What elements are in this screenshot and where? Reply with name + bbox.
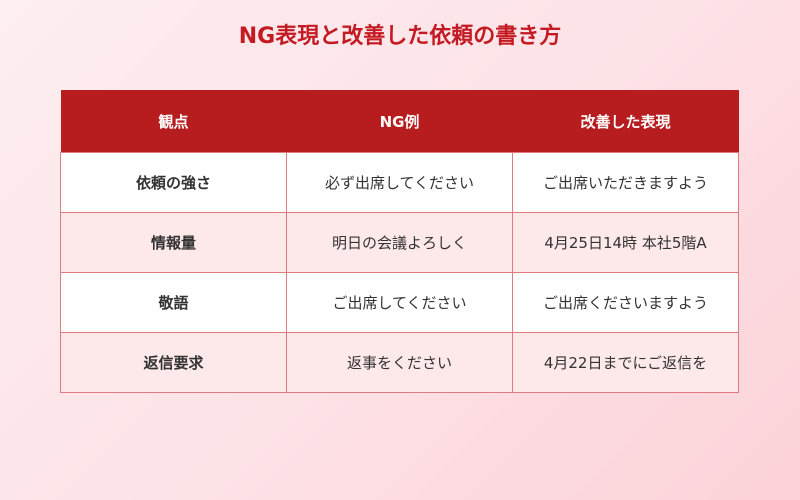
- cell-improved: 4月25日14時 本社5階A: [512, 212, 739, 273]
- header-improved: 改善した表現: [512, 90, 739, 153]
- cell-ng: 返事をください: [286, 332, 513, 393]
- cell-aspect: 敬語: [60, 272, 287, 333]
- header-ng-example: NG例: [286, 90, 513, 153]
- table-row: 返信要求 返事をください 4月22日までにご返信を: [60, 332, 739, 393]
- cell-aspect: 返信要求: [60, 332, 287, 393]
- comparison-table: 観点 NG例 改善した表現 依頼の強さ 必ず出席してください ご出席いただきます…: [60, 90, 739, 393]
- cell-ng: 必ず出席してください: [286, 152, 513, 213]
- cell-aspect: 依頼の強さ: [60, 152, 287, 213]
- cell-ng: ご出席してください: [286, 272, 513, 333]
- header-aspect: 観点: [60, 90, 287, 153]
- table-row: 依頼の強さ 必ず出席してください ご出席いただきますよう: [60, 152, 739, 213]
- table-row: 敬語 ご出席してください ご出席くださいますよう: [60, 272, 739, 333]
- table-row: 情報量 明日の会議よろしく 4月25日14時 本社5階A: [60, 212, 739, 273]
- cell-ng: 明日の会議よろしく: [286, 212, 513, 273]
- table-header-row: 観点 NG例 改善した表現: [60, 90, 739, 153]
- page-title: NG表現と改善した依頼の書き方: [238, 24, 562, 49]
- cell-improved: ご出席いただきますよう: [512, 152, 739, 213]
- cell-improved: 4月22日までにご返信を: [512, 332, 739, 393]
- cell-improved: ご出席くださいますよう: [512, 272, 739, 333]
- cell-aspect: 情報量: [60, 212, 287, 273]
